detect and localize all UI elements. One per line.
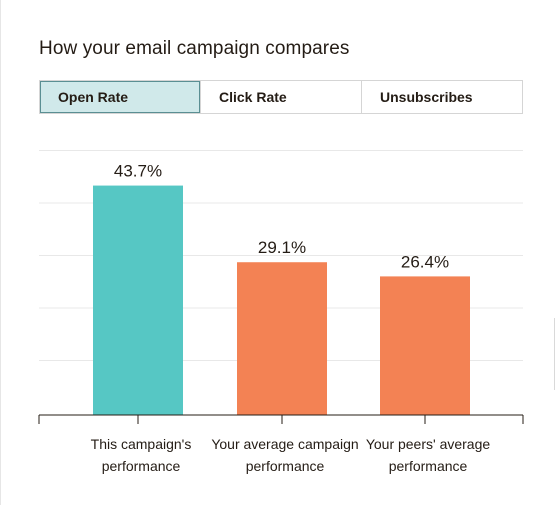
tab-open-rate[interactable]: Open Rate [40,81,200,113]
category-label: This campaign's [91,436,192,452]
scroll-edge [554,318,557,390]
bar [93,185,183,415]
category-label: performance [102,458,181,474]
tab-unsubscribes[interactable]: Unsubscribes [361,81,522,113]
category-label: Your peers' average [366,436,491,452]
category-label: performance [246,458,325,474]
data-label: 26.4% [401,252,449,271]
bar [380,276,470,415]
metric-tabs: Open Rate Click Rate Unsubscribes [39,80,523,114]
tab-click-rate[interactable]: Click Rate [200,81,361,113]
data-label: 29.1% [258,238,306,257]
category-label: performance [389,458,468,474]
category-label: Your average campaign [211,436,358,452]
bar [237,262,327,415]
data-label: 43.7% [114,162,162,181]
card-title: How your email campaign compares [39,38,350,59]
